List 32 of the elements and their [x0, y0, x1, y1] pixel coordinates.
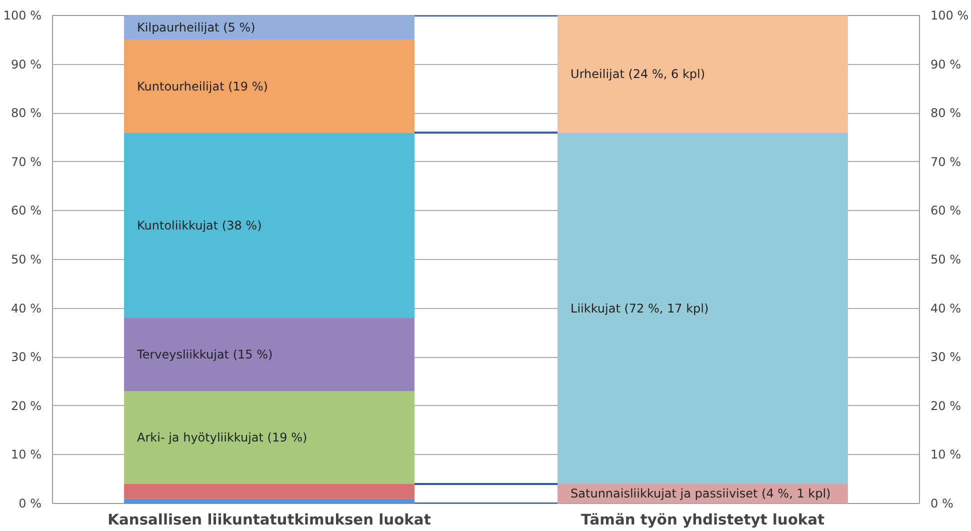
y-tick-label: 0 %	[18, 496, 42, 510]
y2-tick-label: 90 %	[930, 57, 961, 72]
y2-tick-label: 80 %	[930, 106, 961, 120]
x-tick-label: Kansallisen liikuntatutkimuksen luokat	[108, 512, 431, 528]
y-tick-label: 100 %	[3, 8, 42, 22]
y2-tick-label: 20 %	[930, 398, 961, 413]
y2-tick-label: 60 %	[930, 204, 961, 218]
series-label: Satunnaisliikkujat ja passiiviset (4 %, 1 kpl)	[570, 486, 831, 501]
y-tick-label: 30 %	[11, 350, 42, 364]
x-tick-label: Tämän työn yhdistetyt luokat	[580, 512, 825, 528]
y-tick-label: 20 %	[11, 398, 42, 413]
series-label: Kilpaurheilijat (5 %)	[137, 20, 256, 35]
y2-tick-label: 30 %	[930, 350, 961, 364]
y-tick-label: 10 %	[11, 448, 42, 462]
y2-tick-label: 70 %	[930, 154, 961, 169]
y2-tick-label: 0 %	[930, 496, 954, 510]
series-label: Arki- ja hyötyliikkujat (19 %)	[137, 430, 308, 445]
y-tick-label: 80 %	[11, 106, 42, 120]
series-label: Kuntoliikkujat (38 %)	[137, 218, 262, 232]
series-label: Urheilijat (24 %, 6 kpl)	[570, 67, 706, 82]
series-label: Kuntourheilijat (19 %)	[137, 79, 268, 94]
y2-tick-label: 50 %	[930, 252, 961, 266]
y-tick-label: 70 %	[11, 154, 42, 169]
series-label: Liikkujat (72 %, 17 kpl)	[570, 301, 709, 316]
y-tick-label: 90 %	[11, 57, 42, 72]
y-tick-label: 50 %	[11, 252, 42, 266]
y-tick-label: 40 %	[11, 301, 42, 316]
y2-tick-label: 40 %	[930, 301, 961, 316]
y2-tick-label: 100 %	[930, 8, 969, 22]
y-tick-label: 60 %	[11, 204, 42, 218]
y2-tick-label: 10 %	[930, 448, 961, 462]
series-label: Terveysliikkujat (15 %)	[136, 348, 273, 362]
